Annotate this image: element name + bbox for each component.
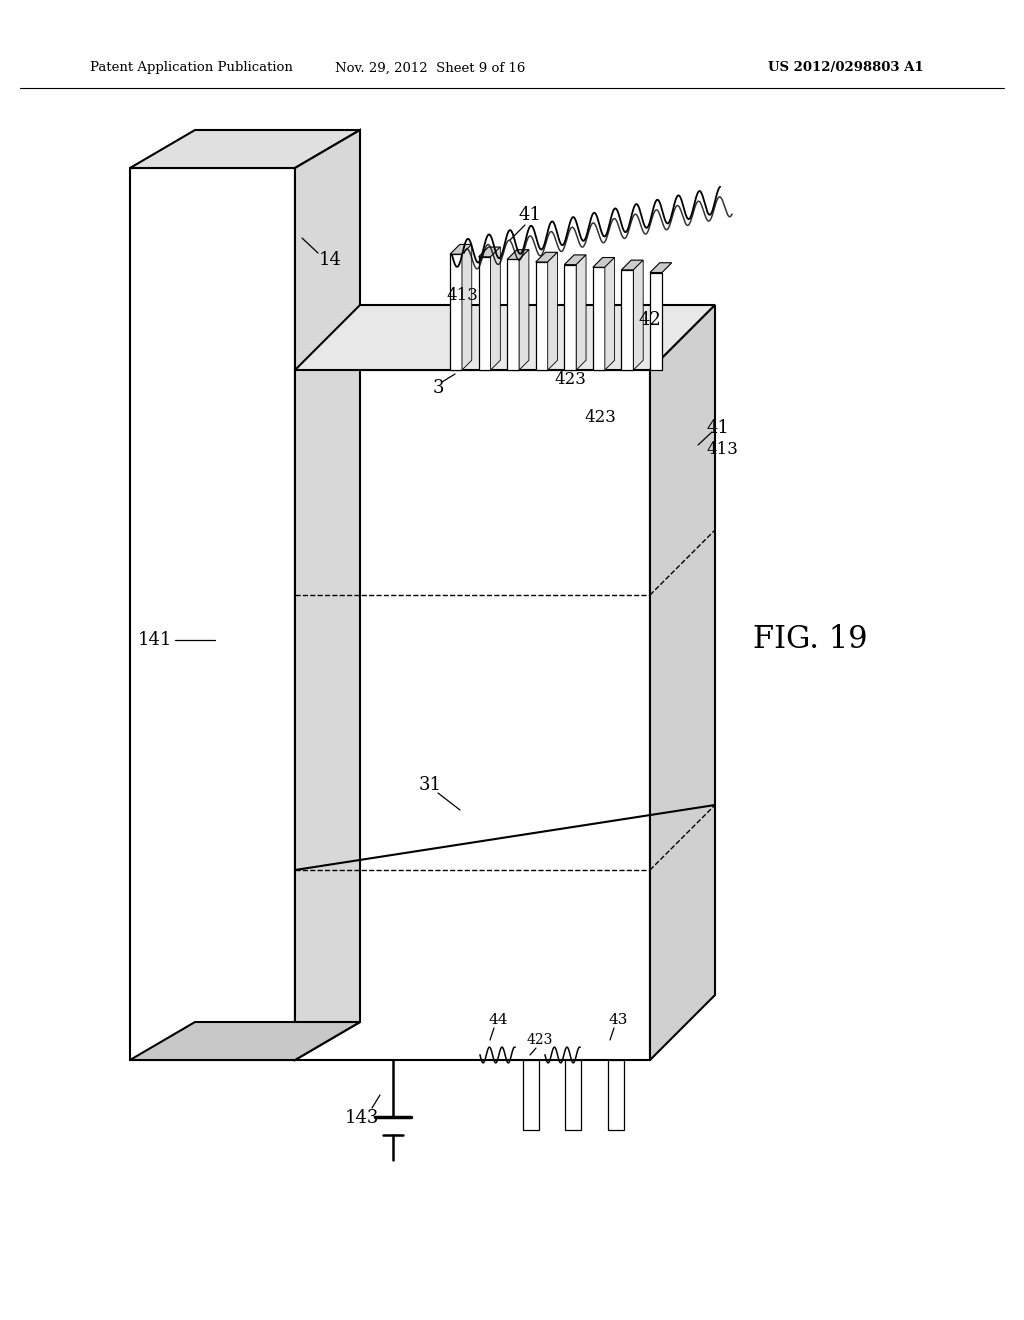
Text: 41: 41: [518, 206, 542, 224]
Polygon shape: [295, 129, 360, 1060]
Polygon shape: [605, 257, 614, 370]
Text: 423: 423: [526, 1034, 553, 1047]
Text: 43: 43: [608, 1012, 628, 1027]
Text: 42: 42: [639, 312, 662, 329]
Polygon shape: [564, 264, 577, 370]
Polygon shape: [478, 257, 490, 370]
Polygon shape: [519, 249, 528, 370]
Polygon shape: [593, 267, 605, 370]
Polygon shape: [130, 168, 295, 1060]
Polygon shape: [130, 1022, 360, 1060]
Text: 31: 31: [419, 776, 441, 795]
Text: 413: 413: [446, 286, 478, 304]
Text: 423: 423: [584, 409, 616, 426]
Polygon shape: [490, 247, 501, 370]
Polygon shape: [607, 1060, 624, 1130]
Text: FIG. 19: FIG. 19: [753, 624, 867, 656]
Polygon shape: [650, 263, 672, 272]
Polygon shape: [577, 255, 586, 370]
Polygon shape: [478, 247, 501, 257]
Polygon shape: [450, 244, 472, 255]
Text: 41: 41: [707, 418, 729, 437]
Polygon shape: [522, 1060, 539, 1130]
Polygon shape: [295, 370, 650, 1060]
Polygon shape: [650, 305, 715, 1060]
Text: 423: 423: [554, 371, 586, 388]
Polygon shape: [536, 252, 557, 263]
Polygon shape: [130, 129, 360, 168]
Polygon shape: [507, 249, 528, 260]
Text: US 2012/0298803 A1: US 2012/0298803 A1: [768, 62, 924, 74]
Text: 44: 44: [488, 1012, 508, 1027]
Polygon shape: [507, 260, 519, 370]
Polygon shape: [548, 252, 557, 370]
Polygon shape: [295, 305, 715, 370]
Polygon shape: [564, 255, 586, 264]
Text: 3: 3: [432, 379, 443, 397]
Text: Nov. 29, 2012  Sheet 9 of 16: Nov. 29, 2012 Sheet 9 of 16: [335, 62, 525, 74]
Polygon shape: [622, 260, 643, 269]
Text: 143: 143: [345, 1109, 379, 1127]
Polygon shape: [462, 244, 472, 370]
Polygon shape: [650, 272, 662, 370]
Text: 141: 141: [138, 631, 172, 649]
Text: 14: 14: [318, 251, 341, 269]
Text: Patent Application Publication: Patent Application Publication: [90, 62, 293, 74]
Polygon shape: [536, 263, 548, 370]
Polygon shape: [622, 269, 634, 370]
Polygon shape: [450, 255, 462, 370]
Text: 413: 413: [707, 441, 738, 458]
Polygon shape: [593, 257, 614, 267]
Polygon shape: [634, 260, 643, 370]
Polygon shape: [565, 1060, 581, 1130]
